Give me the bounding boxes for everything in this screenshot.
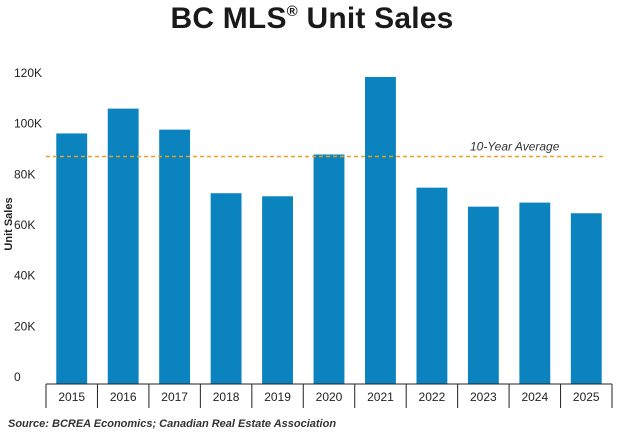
x-tick-label: 2023 xyxy=(470,390,497,404)
average-line-group: 10-Year Average xyxy=(46,140,604,158)
y-axis-label-group: Unit Sales xyxy=(3,197,15,250)
bar-2024 xyxy=(519,202,551,384)
y-tick-label: 40K xyxy=(14,269,35,283)
x-tick-label: 2015 xyxy=(58,390,85,404)
y-tick-label: 0 xyxy=(14,370,21,384)
bar-2025 xyxy=(570,213,602,384)
x-tick-label: 2021 xyxy=(367,390,394,404)
x-axis: 2015 2016 2017 2018 2019 2020 2021 2022 2023 2024… xyxy=(45,383,613,408)
y-tick-label: 60K xyxy=(14,218,35,232)
y-tick-label: 20K xyxy=(14,319,35,333)
bar-2016 xyxy=(107,108,139,384)
y-axis-label: Unit Sales xyxy=(3,197,15,250)
registered-mark: ® xyxy=(286,3,298,20)
x-tick-label: 2024 xyxy=(521,390,548,404)
bar-2022 xyxy=(416,187,448,384)
chart-title: BC MLS® Unit Sales xyxy=(0,2,624,36)
chart-title-suffix: Unit Sales xyxy=(297,2,454,35)
x-tick-label: 2025 xyxy=(573,390,600,404)
bar-2017 xyxy=(159,129,191,384)
x-tick-label: 2022 xyxy=(419,390,446,404)
x-tick-label: 2018 xyxy=(213,390,240,404)
bar-2021 xyxy=(365,76,396,385)
x-tick-label: 2017 xyxy=(161,390,188,404)
bar-2018 xyxy=(210,193,242,384)
average-line-label: 10-Year Average xyxy=(470,140,560,154)
bar-2020 xyxy=(313,154,345,384)
bar-2015 xyxy=(56,133,88,384)
x-tick-label: 2019 xyxy=(264,390,291,404)
chart-title-text: BC MLS xyxy=(170,2,287,35)
y-tick-label: 100K xyxy=(14,117,42,131)
bar-2019 xyxy=(262,196,293,384)
bars xyxy=(56,76,602,385)
y-tick-label: 120K xyxy=(14,66,42,80)
x-tick-label: 2020 xyxy=(316,390,343,404)
y-tick-label: 80K xyxy=(14,167,35,181)
y-axis-ticks: 0 20K 40K 60K 80K 100K 120K xyxy=(14,66,42,384)
source-note: Source: BCREA Economics; Canadian Real E… xyxy=(8,418,337,430)
bar-2023 xyxy=(467,206,499,384)
x-tick-label: 2016 xyxy=(110,390,137,404)
